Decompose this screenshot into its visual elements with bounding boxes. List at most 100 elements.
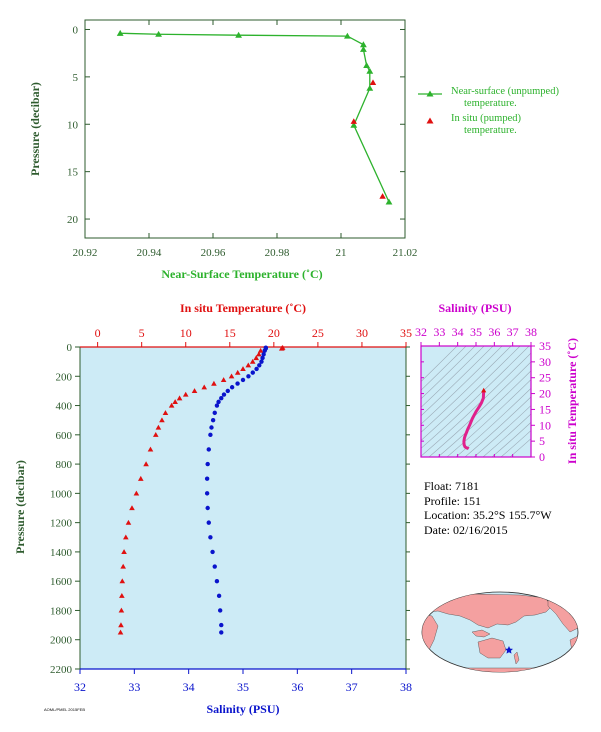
temperature-point — [159, 417, 165, 423]
salinity-point — [206, 520, 211, 525]
nst-point — [360, 41, 367, 48]
pressure-tick-label: 400 — [56, 401, 73, 413]
ts-series — [462, 387, 487, 451]
legend-nst-label: Near-surface (unpumped) — [451, 86, 559, 97]
nst-point — [116, 29, 124, 36]
float-location-star-icon — [505, 646, 513, 654]
temperature-point — [172, 399, 178, 404]
temperature-point — [168, 402, 175, 408]
pressure-tick-label: 1200 — [50, 518, 73, 530]
density-contour — [421, 346, 530, 449]
temperature-point — [249, 358, 256, 364]
salinity-point — [216, 593, 222, 599]
density-contour — [509, 438, 531, 457]
pressure-tick-label: 1600 — [50, 576, 73, 588]
temperature-point — [256, 351, 262, 357]
salinity-point — [259, 359, 264, 364]
new-zealand-landmass — [513, 651, 520, 665]
salinity-point — [235, 381, 240, 386]
top-y-tick-label: 20 — [67, 214, 79, 226]
insitu-point — [369, 79, 377, 85]
antarctica-landmass — [422, 667, 578, 672]
near-surface-chart: 20.92 20.94 20.96 20.98 21 21.02 0 5 10 15 20 Near… — [28, 19, 417, 281]
salinity-point — [206, 447, 211, 452]
salinity-point — [229, 385, 235, 390]
temperature-point — [240, 366, 246, 372]
temp-tick-label: 15 — [224, 326, 236, 340]
ts-right-axis-label: In situ Temperature (˚C) — [565, 338, 579, 464]
insitu-point — [350, 118, 357, 124]
density-contour — [464, 396, 531, 457]
ts-y-tick-label: 10 — [539, 418, 551, 432]
ts-x-tick-label: 32 — [415, 325, 427, 339]
ts-top-axis-label: Salinity (PSU) — [438, 301, 511, 315]
salinity-point — [257, 363, 262, 368]
pressure-tick-label: 1800 — [50, 605, 73, 617]
temp-tick-label: 10 — [180, 326, 192, 340]
ts-plot-area — [421, 346, 531, 457]
density-contour — [421, 346, 521, 441]
top-y-tick-label: 5 — [73, 72, 79, 84]
salinity-point — [210, 417, 216, 423]
salinity-point — [217, 608, 223, 613]
salinity-point — [240, 377, 246, 383]
salinity-point — [219, 396, 224, 401]
profile-number: Profile: 151 — [424, 493, 481, 508]
profile-series — [117, 344, 286, 635]
top-x-tick-label: 21 — [336, 247, 347, 259]
salinity-point — [221, 392, 227, 397]
legend-nst-marker — [426, 90, 434, 97]
top-axis-ticks: 20.92 20.94 20.96 20.98 21 21.02 0 5 10 15 20 — [67, 20, 417, 259]
salinity-point — [212, 410, 217, 416]
nst-point — [235, 31, 242, 38]
temperature-point — [143, 461, 149, 467]
top-y-tick-label: 15 — [67, 167, 79, 179]
pressure-tick-label: 2000 — [50, 635, 73, 647]
temperature-point — [245, 362, 252, 368]
top-y-axis-label: Pressure (decibar) — [28, 82, 42, 176]
density-contours — [421, 346, 531, 457]
density-contour — [421, 352, 531, 457]
ts-x-tick-label: 35 — [470, 325, 482, 339]
density-contour — [421, 346, 476, 400]
temperature-point — [147, 446, 154, 452]
temp-tick-label: 0 — [95, 326, 101, 340]
top-y-tick-label: 0 — [73, 24, 79, 36]
salinity-point — [210, 549, 215, 555]
top-x-tick-label: 21.02 — [393, 247, 418, 259]
salinity-point — [219, 630, 224, 635]
salinity-point — [216, 399, 221, 405]
profile-plot-area — [80, 347, 406, 669]
salinity-point — [208, 432, 213, 438]
temperature-point — [220, 377, 227, 383]
top-plot-frame — [84, 19, 406, 239]
top-series — [116, 29, 393, 205]
density-contour — [421, 346, 503, 425]
profile-axis-ticks: 0 5 10 15 20 25 30 35 32 33 34 35 36 37 38 0 200 400 600 80… — [50, 326, 412, 694]
ts-x-tick-label: 38 — [525, 325, 537, 339]
salinity-axis-label: Salinity (PSU) — [206, 702, 279, 716]
sal-tick-label: 34 — [183, 680, 195, 694]
ts-x-tick-label: 33 — [433, 325, 445, 339]
temperature-point — [191, 388, 198, 394]
ts-x-tick-label: 36 — [488, 325, 500, 339]
temperature-point — [119, 578, 126, 584]
density-contour — [421, 346, 467, 391]
creation-stamp: AOML/PMEL 2015FEB — [44, 707, 85, 712]
salinity-point — [214, 403, 220, 408]
legend-nst-label-2: temperature. — [464, 98, 517, 109]
profile-date: Date: 02/16/2015 — [424, 522, 508, 537]
nst-point — [366, 67, 374, 74]
sal-tick-label: 35 — [237, 680, 249, 694]
temperature-point — [129, 505, 135, 511]
temp-tick-label: 20 — [268, 326, 280, 340]
sal-tick-label: 32 — [74, 680, 86, 694]
temperature-point — [133, 490, 140, 496]
float-location: Location: 35.2°S 155.7°W — [424, 508, 552, 522]
temperature-point — [123, 534, 129, 540]
salinity-point — [204, 476, 210, 481]
ts-y-tick-label: 30 — [539, 355, 551, 369]
temperature-point — [162, 410, 169, 415]
